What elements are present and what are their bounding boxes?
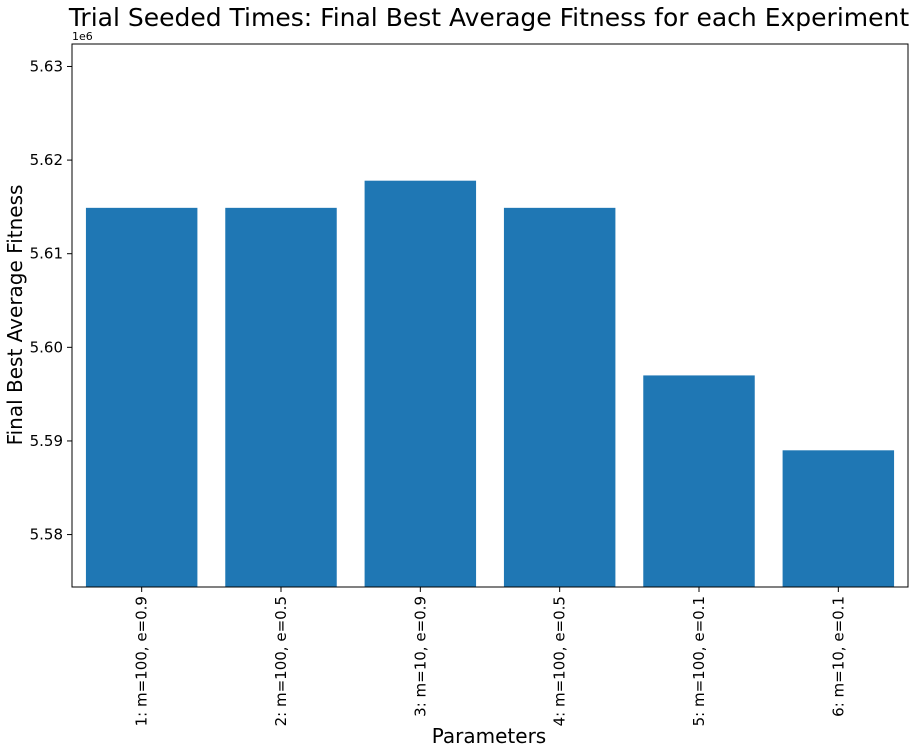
bar-1 — [85, 207, 198, 587]
bar-2 — [225, 207, 337, 587]
x-axis-label: Parameters — [432, 724, 546, 748]
x-tick-label: 1: m=100, e=0.9 — [133, 596, 151, 726]
x-tick-label: 3: m=10, e=0.9 — [411, 596, 429, 717]
x-tick-label: 6: m=10, e=0.1 — [829, 596, 847, 717]
y-tick-label: 5.58 — [30, 526, 63, 544]
x-tick-label: 2: m=100, e=0.5 — [272, 596, 290, 726]
y-tick-label: 5.59 — [30, 432, 63, 450]
x-tick-label: 4: m=100, e=0.5 — [551, 596, 569, 726]
bar-6 — [782, 450, 895, 587]
y-offset-label: 1e6 — [72, 30, 93, 43]
x-axis-ticks: 1: m=100, e=0.9 2: m=100, e=0.5 3: m=10, e… — [133, 587, 847, 726]
bars-group — [85, 180, 895, 587]
x-tick-label: 5: m=100, e=0.1 — [690, 596, 708, 726]
y-tick-label: 5.62 — [30, 151, 63, 169]
chart-title: Trial Seeded Times: Final Best Average F… — [68, 3, 910, 32]
y-axis-ticks: 5.58 5.59 5.60 5.61 5.62 5.63 — [30, 57, 72, 544]
y-axis-label: Final Best Average Fitness — [3, 185, 27, 446]
plot-frame — [71, 43, 909, 588]
y-tick-label: 5.60 — [30, 338, 63, 356]
bar-4 — [503, 207, 616, 587]
y-tick-label: 5.63 — [30, 57, 63, 75]
bar-5 — [643, 375, 755, 587]
bar-3 — [364, 180, 477, 587]
y-tick-label: 5.61 — [30, 245, 63, 263]
